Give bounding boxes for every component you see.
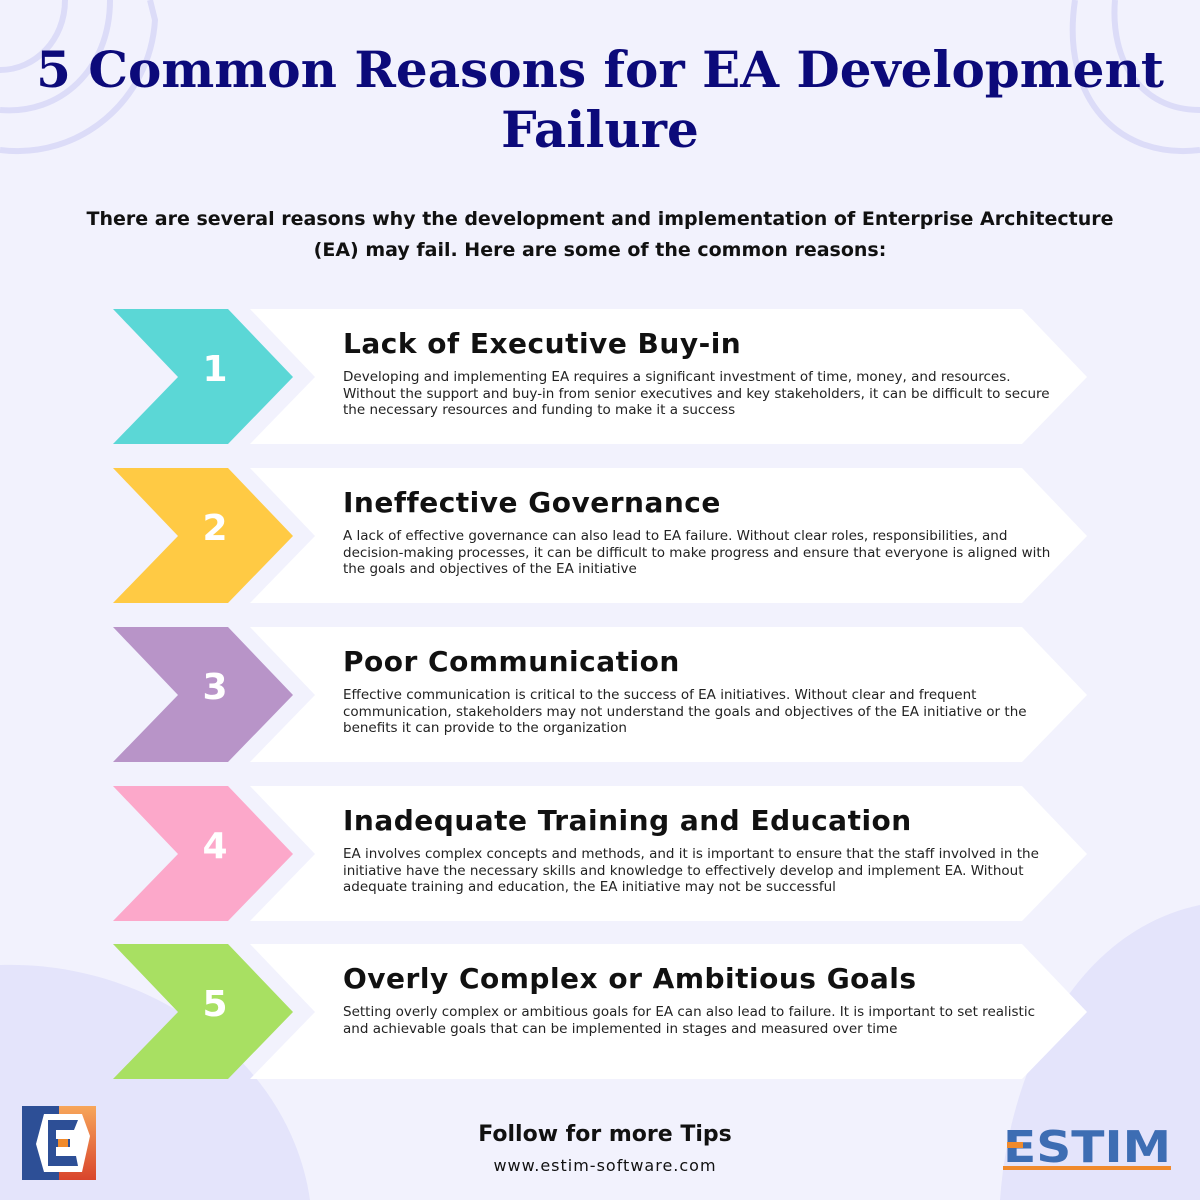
reason-title: Overly Complex or Ambitious Goals [343, 962, 917, 995]
reason-item: 3 Poor Communication Effective communica… [0, 627, 1200, 763]
reason-item: 5 Overly Complex or Ambitious Goals Sett… [0, 944, 1200, 1080]
page-title: 5 Common Reasons for EA Development Fail… [36, 40, 1164, 159]
reason-title: Inadequate Training and Education [343, 804, 912, 837]
reason-description: EA involves complex concepts and methods… [343, 846, 1039, 895]
website-link[interactable]: www.estim-software.com [493, 1156, 717, 1175]
reason-number: 3 [202, 667, 228, 708]
reason-shape [113, 944, 1087, 1079]
reason-shape [113, 627, 1087, 762]
estim-wordmark-logo: ESTIM [1003, 1124, 1171, 1172]
estim-icon-logo [22, 1106, 96, 1180]
reason-title: Poor Communication [343, 645, 680, 678]
reason-shape [113, 786, 1087, 921]
reason-item: 1 Lack of Executive Buy-in Developing an… [0, 309, 1200, 445]
reason-item: 4 Inadequate Training and Education EA i… [0, 786, 1200, 922]
reason-title: Ineffective Governance [343, 486, 721, 519]
reason-shape [113, 309, 1087, 444]
reason-description: A lack of effective governance can also … [343, 528, 1051, 577]
reason-description: Developing and implementing EA requires … [343, 369, 1050, 418]
reason-number: 4 [202, 826, 228, 867]
intro-text: There are several reasons why the develo… [86, 208, 1114, 261]
reason-number: 5 [202, 984, 228, 1025]
reason-description: Effective communication is critical to t… [343, 687, 1027, 736]
reason-shape [113, 468, 1087, 603]
reason-number: 1 [202, 349, 228, 390]
reason-title: Lack of Executive Buy-in [343, 327, 742, 360]
svg-text:ESTIM: ESTIM [1003, 1124, 1171, 1172]
reason-description: Setting overly complex or ambitious goal… [343, 1004, 1036, 1037]
reason-item: 2 Ineffective Governance A lack of effec… [0, 468, 1200, 604]
reason-number: 2 [202, 508, 228, 549]
follow-text: Follow for more Tips [478, 1122, 732, 1147]
